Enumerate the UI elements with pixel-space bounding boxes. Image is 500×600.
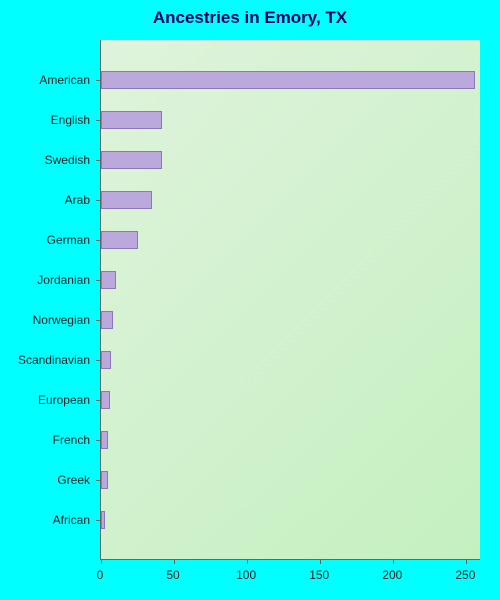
x-axis-label: 150: [309, 568, 329, 582]
bar: [101, 231, 138, 249]
bar: [101, 391, 110, 409]
chart-container: Ancestries in Emory, TX City-Data.com Am…: [0, 0, 500, 600]
x-axis-label: 200: [382, 568, 402, 582]
x-axis-label: 50: [166, 568, 179, 582]
bar: [101, 351, 111, 369]
y-axis-label: Greek: [0, 473, 90, 487]
bar: [101, 511, 105, 529]
y-axis-label: Swedish: [0, 153, 90, 167]
y-axis-label: Jordanian: [0, 273, 90, 287]
y-axis-label: Norwegian: [0, 313, 90, 327]
chart-title: Ancestries in Emory, TX: [0, 8, 500, 28]
y-axis-label: English: [0, 113, 90, 127]
y-axis-label: African: [0, 513, 90, 527]
bar: [101, 271, 116, 289]
y-axis-label: Arab: [0, 193, 90, 207]
bar: [101, 111, 162, 129]
bar: [101, 151, 162, 169]
y-axis-label: French: [0, 433, 90, 447]
y-axis-label: Scandinavian: [0, 353, 90, 367]
x-axis-label: 100: [236, 568, 256, 582]
y-axis-label: American: [0, 73, 90, 87]
bar: [101, 311, 113, 329]
bar: [101, 431, 108, 449]
bar: [101, 191, 152, 209]
plot-area: [100, 40, 480, 560]
bar: [101, 471, 108, 489]
x-axis-label: 250: [455, 568, 475, 582]
y-axis-label: German: [0, 233, 90, 247]
bar: [101, 71, 475, 89]
y-axis-label: European: [0, 393, 90, 407]
x-axis-label: 0: [97, 568, 104, 582]
